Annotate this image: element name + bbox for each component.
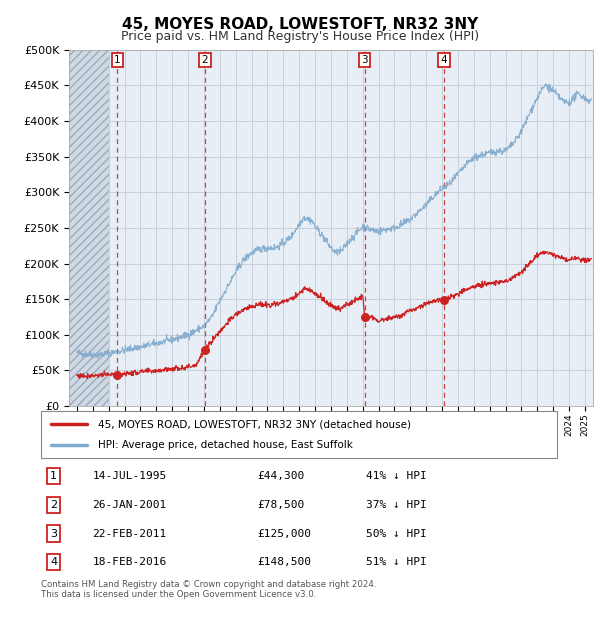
Bar <box>69 50 109 406</box>
Text: 45, MOYES ROAD, LOWESTOFT, NR32 3NY (detached house): 45, MOYES ROAD, LOWESTOFT, NR32 3NY (det… <box>98 419 410 429</box>
Text: 3: 3 <box>50 529 57 539</box>
Text: £125,000: £125,000 <box>257 529 311 539</box>
Text: 2: 2 <box>50 500 57 510</box>
Text: 18-FEB-2016: 18-FEB-2016 <box>92 557 167 567</box>
Text: 45, MOYES ROAD, LOWESTOFT, NR32 3NY: 45, MOYES ROAD, LOWESTOFT, NR32 3NY <box>122 17 478 32</box>
Text: 37% ↓ HPI: 37% ↓ HPI <box>366 500 427 510</box>
Text: 41% ↓ HPI: 41% ↓ HPI <box>366 471 427 481</box>
Text: Price paid vs. HM Land Registry's House Price Index (HPI): Price paid vs. HM Land Registry's House … <box>121 30 479 43</box>
Text: 4: 4 <box>441 55 448 65</box>
Text: 14-JUL-1995: 14-JUL-1995 <box>92 471 167 481</box>
Text: 26-JAN-2001: 26-JAN-2001 <box>92 500 167 510</box>
Text: 50% ↓ HPI: 50% ↓ HPI <box>366 529 427 539</box>
Text: 4: 4 <box>50 557 57 567</box>
Text: 2: 2 <box>202 55 208 65</box>
Text: 22-FEB-2011: 22-FEB-2011 <box>92 529 167 539</box>
Text: £44,300: £44,300 <box>257 471 305 481</box>
Text: 1: 1 <box>50 471 57 481</box>
Text: 1: 1 <box>114 55 121 65</box>
Text: £148,500: £148,500 <box>257 557 311 567</box>
Text: HPI: Average price, detached house, East Suffolk: HPI: Average price, detached house, East… <box>98 440 352 450</box>
Text: £78,500: £78,500 <box>257 500 305 510</box>
Text: Contains HM Land Registry data © Crown copyright and database right 2024.
This d: Contains HM Land Registry data © Crown c… <box>41 580 376 599</box>
FancyBboxPatch shape <box>41 411 557 458</box>
Text: 51% ↓ HPI: 51% ↓ HPI <box>366 557 427 567</box>
Text: 3: 3 <box>362 55 368 65</box>
